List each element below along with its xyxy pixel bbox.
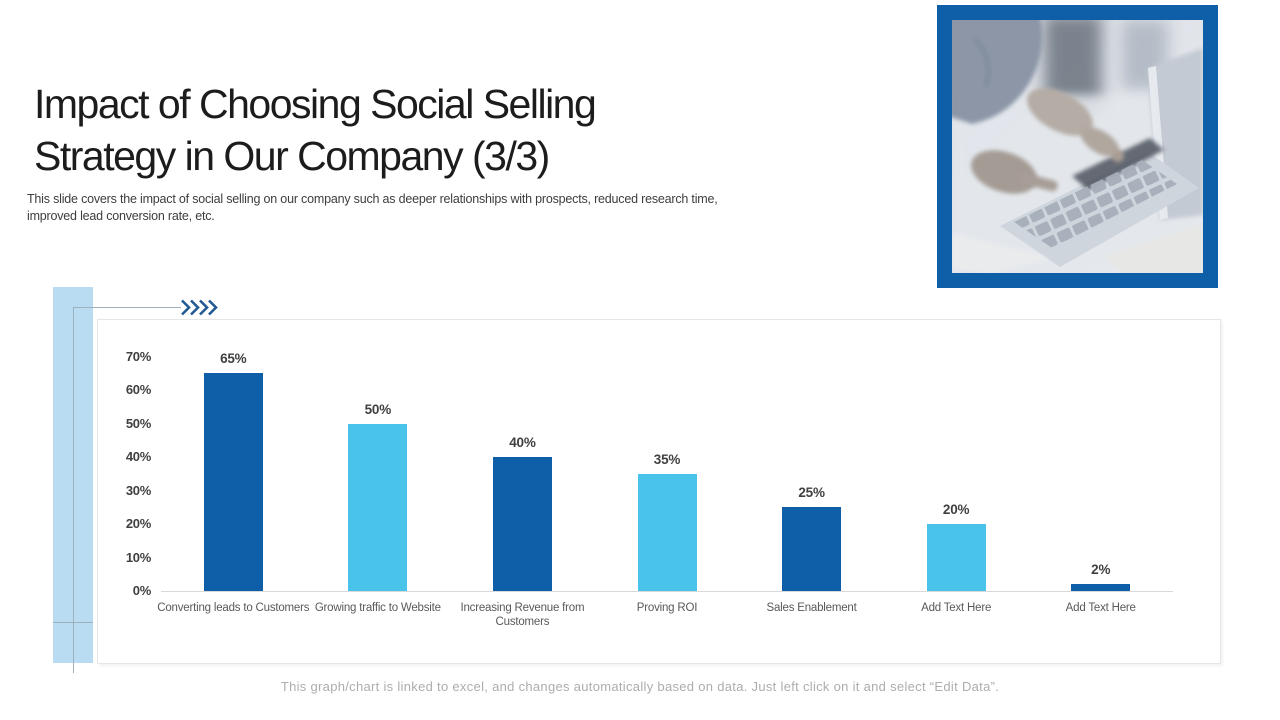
y-tick-label: 60%: [125, 382, 151, 397]
bar-value-label: 65%: [220, 351, 247, 367]
footer-note: This graph/chart is linked to excel, and…: [280, 679, 1000, 694]
y-tick-label: 40%: [125, 449, 151, 464]
bar-value-label: 50%: [364, 401, 392, 417]
chart-bar[interactable]: [348, 423, 408, 591]
chart-bar[interactable]: [637, 473, 697, 591]
chart-bar[interactable]: [203, 373, 263, 591]
chart-bar[interactable]: [492, 457, 552, 591]
laptop-photo-image: [952, 20, 1203, 273]
category-label: Proving ROI: [636, 602, 698, 614]
bar-value-label: 25%: [798, 485, 825, 501]
chart-panel[interactable]: 70% 60% 50% 40% 30% 20% 10% 0% 65% Converting lea…: [97, 319, 1221, 664]
page-title: Impact of Choosing Social Selling Strate…: [34, 78, 774, 182]
chart-bar[interactable]: [782, 507, 842, 591]
photo-frame: [937, 5, 1218, 288]
decor-cross-line: [53, 622, 93, 623]
y-tick-label: 20%: [125, 516, 151, 531]
slide-subtitle: This slide covers the impact of social s…: [27, 192, 718, 223]
y-tick-label: 0%: [132, 583, 152, 598]
y-tick-label: 70%: [125, 348, 151, 364]
bar-value-label: 40%: [509, 435, 536, 450]
title-line-2: Strategy in Our Company (3/3): [34, 133, 550, 179]
bar-value-label: 2%: [1091, 562, 1111, 578]
category-label: Sales Enablement: [766, 602, 857, 614]
chart-canvas: 70% 60% 50% 40% 30% 20% 10% 0% 65% Converting lea…: [98, 320, 1220, 663]
category-label: Increasing Revenue from Customers: [460, 602, 585, 628]
title-line-1: Impact of Choosing Social Selling: [34, 81, 597, 127]
category-label: Growing traffic to Website: [314, 602, 441, 614]
x-axis-line: [161, 591, 1173, 592]
chevrons-right-icon: [181, 299, 218, 316]
decor-connector-hline: [74, 307, 181, 308]
category-label: Add Text Here: [921, 602, 992, 614]
bar-value-label: 20%: [942, 502, 970, 517]
chart-bar[interactable]: [1071, 584, 1131, 591]
chart-bar[interactable]: [926, 524, 986, 591]
y-tick-label: 30%: [125, 482, 151, 498]
decor-connector-vline: [73, 307, 74, 673]
y-tick-label: 10%: [125, 549, 151, 565]
category-label: Add Text Here: [1065, 602, 1136, 614]
y-tick-label: 50%: [125, 415, 151, 431]
bar-value-label: 35%: [653, 451, 681, 467]
category-label: Converting leads to Customers: [157, 602, 310, 614]
